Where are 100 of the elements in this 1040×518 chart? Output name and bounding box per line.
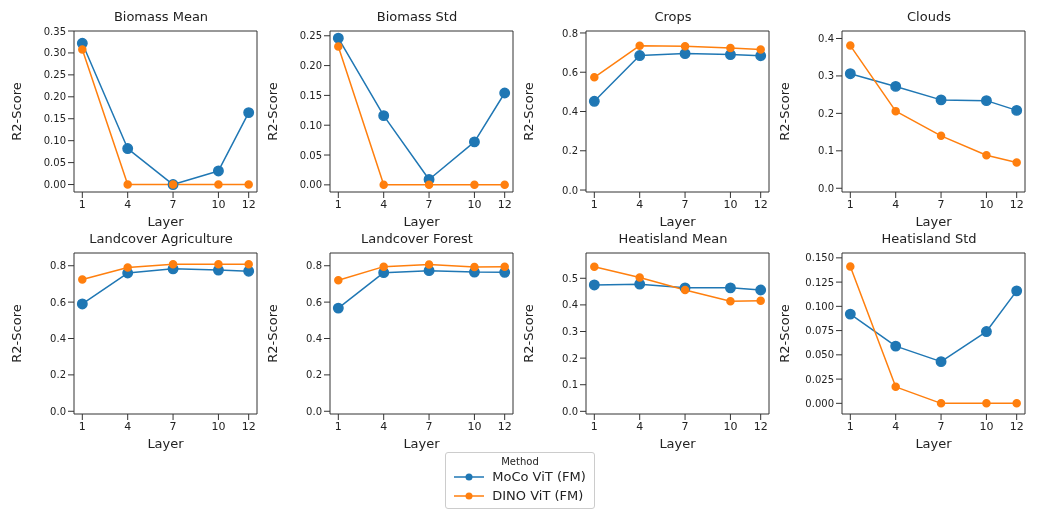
y-tick-label: 0.00 xyxy=(299,179,322,191)
x-tick-label: 7 xyxy=(425,419,433,433)
chart-title: Landcover Forest xyxy=(360,230,474,248)
y-tick-label: 0.2 xyxy=(306,369,322,381)
y-tick-label: 0.10 xyxy=(43,135,66,147)
y-axis-title: R2-Score xyxy=(264,82,280,141)
y-tick-label: 0.05 xyxy=(299,149,322,161)
x-tick-label: 12 xyxy=(497,419,512,433)
y-axis-title: R2-Score xyxy=(264,304,280,363)
y-tick-label: 0.4 xyxy=(562,299,578,311)
x-tick-label: 1 xyxy=(846,197,854,211)
x-tick-label: 12 xyxy=(1009,419,1024,433)
x-axis-title: Layer xyxy=(915,436,953,451)
y-tick-label: 0.8 xyxy=(562,27,578,39)
y-tick-label: 0.2 xyxy=(562,145,578,157)
legend-title: Method xyxy=(500,456,540,467)
y-tick-label: 0.6 xyxy=(306,296,322,308)
y-tick-label: 0.0 xyxy=(306,405,322,417)
legend-label: MoCo ViT (FM) xyxy=(492,468,586,486)
y-tick-label: 0.125 xyxy=(805,276,834,288)
x-tick-label: 4 xyxy=(124,197,132,211)
chart-title: Landcover Agriculture xyxy=(88,230,234,248)
y-axis-title: R2-Score xyxy=(8,304,24,363)
y-tick-label: 0.000 xyxy=(805,397,834,409)
y-tick-label: 0.4 xyxy=(818,33,834,45)
y-tick-label: 0.15 xyxy=(43,113,66,125)
x-tick-label: 7 xyxy=(937,419,945,433)
x-tick-label: 1 xyxy=(846,419,854,433)
chart-title: Heatisland Std xyxy=(880,230,978,248)
y-tick-label: 0.4 xyxy=(306,333,322,345)
y-tick-label: 0.6 xyxy=(50,296,66,308)
y-tick-label: 0.6 xyxy=(562,66,578,78)
y-tick-label: 0.20 xyxy=(299,60,322,72)
x-tick-label: 1 xyxy=(590,419,598,433)
y-tick-label: 0.00 xyxy=(43,179,66,191)
x-tick-label: 4 xyxy=(380,419,388,433)
x-tick-label: 12 xyxy=(753,419,768,433)
x-axis-title: Layer xyxy=(659,214,697,229)
y-tick-label: 0.30 xyxy=(43,47,66,59)
x-tick-label: 4 xyxy=(892,419,900,433)
x-tick-label: 1 xyxy=(334,419,342,433)
chart-title: Heatisland Mean xyxy=(617,230,729,248)
x-tick-label: 1 xyxy=(334,197,342,211)
y-tick-label: 0.2 xyxy=(818,107,834,119)
x-tick-label: 1 xyxy=(78,419,86,433)
x-tick-label: 12 xyxy=(241,419,256,433)
x-tick-label: 7 xyxy=(169,197,177,211)
x-tick-label: 12 xyxy=(753,197,768,211)
x-tick-label: 10 xyxy=(723,419,738,433)
x-tick-label: 10 xyxy=(211,197,226,211)
y-tick-label: 0.20 xyxy=(43,91,66,103)
y-tick-label: 0.025 xyxy=(805,373,834,385)
y-tick-label: 0.4 xyxy=(562,106,578,118)
y-axis-title: R2-Score xyxy=(776,304,792,363)
y-axis-title: R2-Score xyxy=(520,82,536,141)
x-tick-label: 10 xyxy=(211,419,226,433)
x-tick-label: 10 xyxy=(723,197,738,211)
x-axis-title: Layer xyxy=(915,214,953,229)
y-tick-label: 0.050 xyxy=(805,349,834,361)
y-tick-label: 0.15 xyxy=(299,89,322,101)
x-tick-label: 10 xyxy=(979,419,994,433)
x-tick-label: 4 xyxy=(636,419,644,433)
y-tick-label: 0.0 xyxy=(562,405,578,417)
y-tick-label: 0.0 xyxy=(562,184,578,196)
x-tick-label: 4 xyxy=(636,197,644,211)
y-tick-label: 0.8 xyxy=(306,260,322,272)
y-tick-label: 0.2 xyxy=(562,352,578,364)
y-tick-label: 0.0 xyxy=(50,405,66,417)
x-axis-title: Layer xyxy=(659,436,697,451)
y-axis-title: R2-Score xyxy=(776,82,792,141)
x-tick-label: 7 xyxy=(937,197,945,211)
y-tick-label: 0.3 xyxy=(562,326,578,338)
chart-title: Biomass Mean xyxy=(112,8,210,26)
y-tick-label: 0.05 xyxy=(43,157,66,169)
y-tick-label: 0.0 xyxy=(818,182,834,194)
chart-title: Biomass Std xyxy=(375,8,459,26)
y-axis-title: R2-Score xyxy=(520,304,536,363)
x-tick-label: 7 xyxy=(169,419,177,433)
y-tick-label: 0.10 xyxy=(299,119,322,131)
y-tick-label: 0.5 xyxy=(562,272,578,284)
x-tick-label: 7 xyxy=(681,419,689,433)
x-tick-label: 12 xyxy=(1009,197,1024,211)
y-tick-label: 0.8 xyxy=(50,260,66,272)
x-tick-label: 4 xyxy=(380,197,388,211)
x-tick-label: 10 xyxy=(467,419,482,433)
x-axis-title: Layer xyxy=(403,436,441,451)
y-tick-label: 0.1 xyxy=(818,145,834,157)
y-axis-title: R2-Score xyxy=(8,82,24,141)
chart-title: Crops xyxy=(653,8,693,26)
x-tick-label: 10 xyxy=(467,197,482,211)
chart-title: Clouds xyxy=(906,8,952,26)
x-tick-label: 10 xyxy=(979,197,994,211)
x-tick-label: 7 xyxy=(681,197,689,211)
y-tick-label: 0.4 xyxy=(50,333,66,345)
y-tick-label: 0.2 xyxy=(50,369,66,381)
y-tick-label: 0.075 xyxy=(805,325,834,337)
x-axis-title: Layer xyxy=(147,436,185,451)
x-tick-label: 12 xyxy=(497,197,512,211)
y-tick-label: 0.3 xyxy=(818,70,834,82)
x-tick-label: 1 xyxy=(590,197,598,211)
